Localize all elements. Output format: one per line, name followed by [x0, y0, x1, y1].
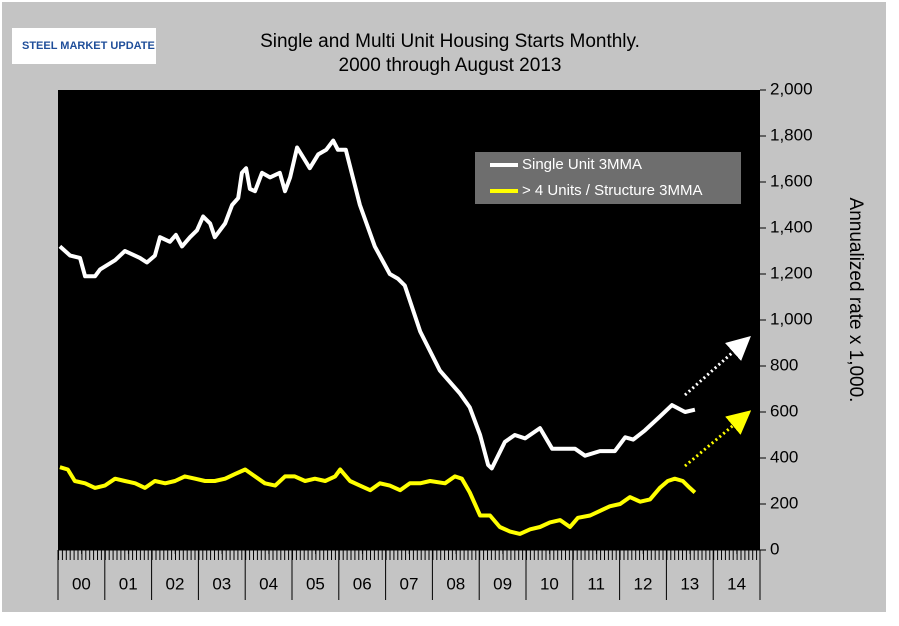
y-tick-label: 2,000 [770, 79, 813, 98]
y-tick-label: 200 [770, 493, 798, 512]
y-tick-label: 1,400 [770, 217, 813, 236]
series-line [59, 465, 697, 536]
x-tick-label: 09 [493, 574, 512, 593]
y-tick-label: 0 [770, 539, 779, 558]
legend-label: Single Unit 3MMA [522, 156, 642, 173]
legend-label: > 4 Units / Structure 3MMA [522, 182, 702, 199]
x-tick-label: 00 [72, 574, 91, 593]
y-tick-label: 1,200 [770, 263, 813, 282]
x-tick-label: 05 [306, 574, 325, 593]
logo: STEEL MARKET UPDATE [22, 40, 155, 52]
y-tick-label: 400 [770, 447, 798, 466]
y-tick-label: 600 [770, 401, 798, 420]
x-tick-label: 07 [400, 574, 419, 593]
x-tick-label: 11 [587, 574, 605, 593]
y-tick-label: 1,800 [770, 125, 813, 144]
y-tick-label: 1,600 [770, 171, 813, 190]
x-tick-label: 04 [259, 574, 278, 593]
chart-subtitle: 2000 through August 2013 [339, 55, 562, 76]
x-tick-label: 14 [727, 574, 746, 593]
x-tick-label: 01 [119, 574, 138, 593]
x-tick-label: 13 [680, 574, 699, 593]
y-tick-label: 800 [770, 355, 798, 374]
x-tick-label: 02 [166, 574, 185, 593]
y-tick-label: 1,000 [770, 309, 813, 328]
x-tick-label: 10 [540, 574, 559, 593]
series-line [58, 138, 696, 471]
y-axis-label: Annualized rate x 1,000. [845, 198, 866, 403]
x-tick-label: 12 [634, 574, 653, 593]
x-tick-label: 08 [446, 574, 465, 593]
x-tick-label: 06 [353, 574, 372, 593]
x-tick-label: 03 [212, 574, 231, 593]
logo-box [12, 28, 156, 64]
minor-ticks [58, 550, 760, 560]
chart-title: Single and Multi Unit Housing Starts Mon… [260, 31, 640, 52]
legend-box [475, 152, 741, 204]
